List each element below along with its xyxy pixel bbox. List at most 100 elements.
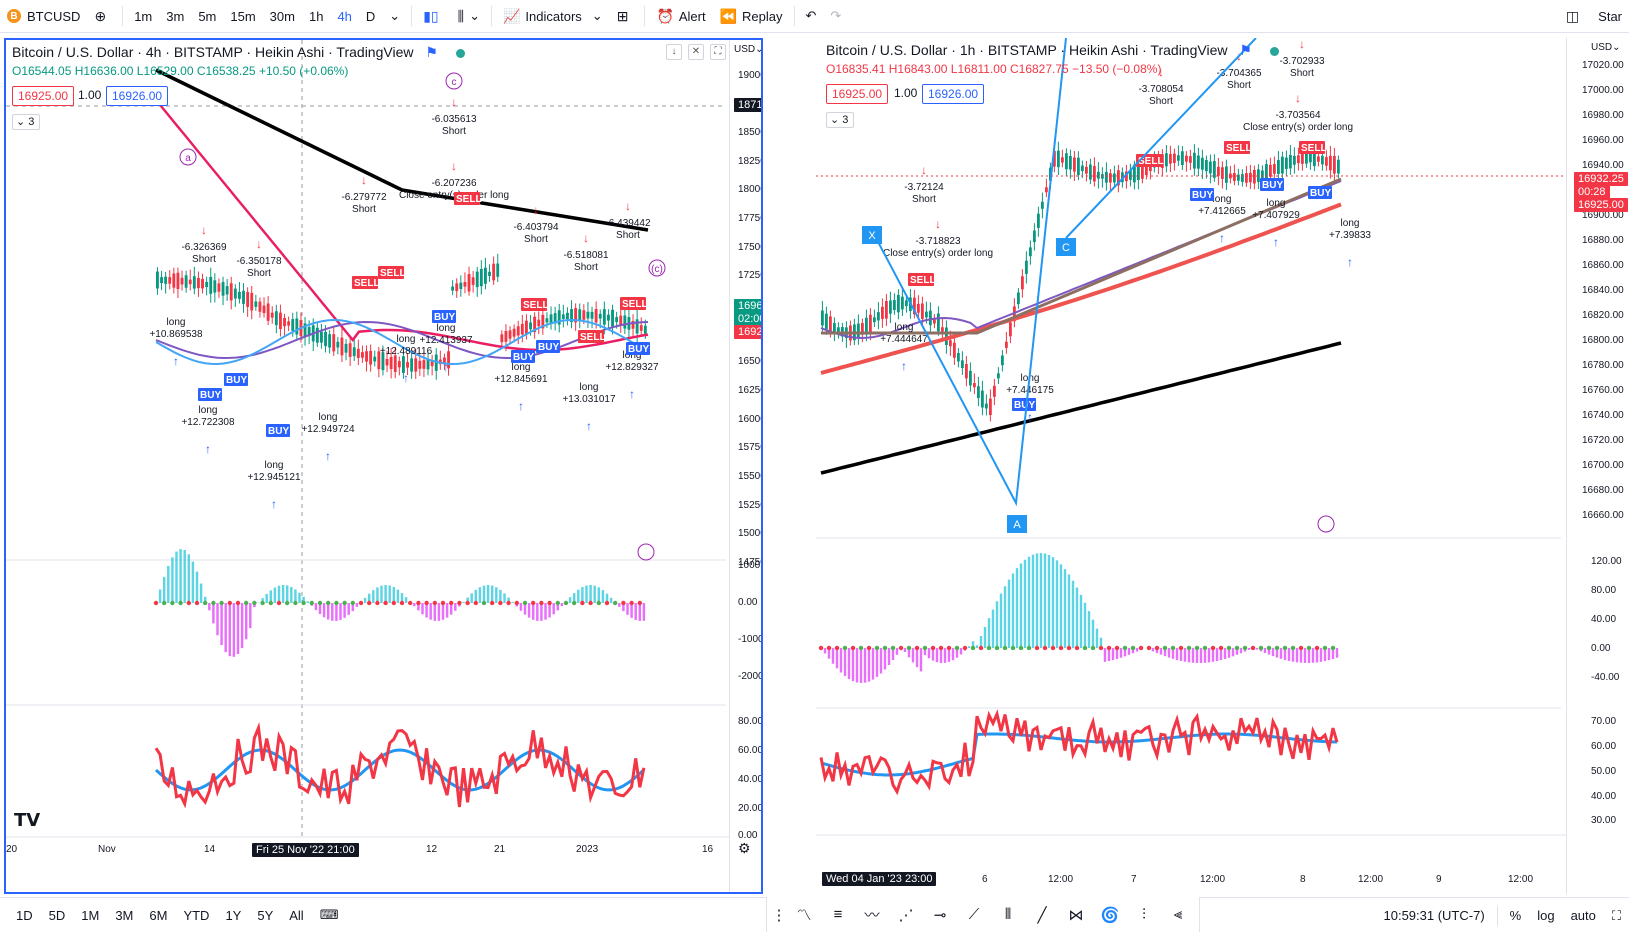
trade-profit-label: -3.72124 [904,182,944,193]
sell-price-button[interactable]: 16925.00 [12,86,75,106]
indicators-button[interactable]: 📈 Indicators ⌄ [496,0,610,33]
log-scale-toggle[interactable]: log [1537,908,1555,923]
macd-dot [1282,645,1288,651]
maximize-pane-icon[interactable]: ⛶ [710,44,726,60]
lightning-icon[interactable] [637,543,655,561]
left-price-axis[interactable] [729,40,761,892]
buy-arrow-icon: ↑ [271,497,277,511]
indicators-collapse-button[interactable]: ⌄ 3 [826,112,854,128]
trade-profit-label: -6.326369 [181,242,226,253]
sell-arrow-icon: ↓ [921,163,927,177]
long-position-icon[interactable]: ⫶ [1142,906,1146,923]
fullscreen-button[interactable]: ⛶ [1604,908,1629,924]
macd-dot [1314,645,1320,651]
moving-average-line [820,202,1342,375]
macd-dot [1258,645,1264,651]
right-currency-label[interactable]: USD⌄ [1591,42,1621,53]
abc-pattern-icon[interactable]: 〰 [864,907,880,924]
gear-icon[interactable]: ⚙ [738,840,751,856]
buy-price-button[interactable]: 16926.00 [922,84,985,104]
range-button-ytd[interactable]: YTD [183,907,210,923]
line-tool-icon[interactable]: ╱ [1037,906,1047,924]
spiral-icon[interactable]: 🌀 [1100,906,1120,924]
timeframe-15m[interactable]: 15m [230,8,256,24]
templates-button[interactable]: ⊞ [610,0,641,33]
timeframe-1m[interactable]: 1m [134,8,153,24]
pitchfork-icon[interactable]: ⋰ [898,906,914,924]
macd-dot [842,645,848,651]
pattern-point-label: X [862,226,882,244]
divider [644,6,646,26]
lightning-icon[interactable] [1317,515,1335,533]
alert-button[interactable]: ⏰ Alert [649,0,712,33]
close-pane-icon[interactable]: ✕ [688,44,704,60]
trade-profit-label: -6.279772 [341,192,386,203]
macd-dot [572,600,577,606]
xabcd-pattern-icon[interactable]: ⋈ [1068,906,1084,924]
timeframe-30m[interactable]: 30m [269,8,295,24]
time-tick-label: 2023 [576,844,599,855]
flag-icon[interactable]: ⚑ [1239,42,1252,58]
sell-arrow-icon: ↓ [935,217,941,231]
macd-dot [621,600,626,606]
start-label[interactable]: Star [1598,8,1622,24]
percent-scale-toggle[interactable]: % [1509,908,1522,923]
abcd-pattern-line [1065,38,1257,239]
timeframe-d[interactable]: D [365,8,376,24]
auto-scale-toggle[interactable]: auto [1570,908,1596,923]
fib-icon[interactable]: ⦀ [1004,906,1012,923]
timeframe-dropdown[interactable]: ⌄ [382,0,407,33]
chart-style-button[interactable]: ⫼ ⌄ [451,0,487,33]
short-position-icon[interactable]: ⫷ [1173,906,1183,923]
rsi-tick-label: 70.00 [1591,716,1617,727]
range-button-3m[interactable]: 3M [115,907,134,923]
macd-dot [962,645,968,651]
horizontal-ray-icon[interactable]: ⊸ [933,906,947,924]
trade-type-label: long [1213,194,1232,205]
timeframe-1h[interactable]: 1h [308,8,324,24]
timeframe-5m[interactable]: 5m [198,8,217,24]
trade-profit-label: +7.407929 [1252,210,1300,221]
range-button-6m[interactable]: 6M [149,907,168,923]
flag-icon[interactable]: ⚑ [425,44,438,60]
macd-dot [1098,645,1104,651]
elliott-wave-icon[interactable]: 〽 [796,907,812,924]
symbol-search-button[interactable]: B BTCUSD [0,0,87,33]
sell-price-button[interactable]: 16925.00 [826,84,889,104]
redo-button[interactable]: ↷ [823,0,848,33]
macd-dot [334,600,339,606]
macd-dot [914,645,920,651]
left-currency-label[interactable]: USD⌄ [734,44,763,55]
clock-timezone-button[interactable]: 10:59:31 (UTC-7) [1383,908,1485,923]
undo-button[interactable]: ↶ [799,0,824,33]
goto-date-button[interactable]: ⌨ [312,907,347,923]
buy-price-button[interactable]: 16926.00 [106,86,169,106]
scroll-down-icon[interactable]: ↓ [666,44,682,60]
horizontal-lines-icon[interactable]: ≡ [833,906,843,923]
range-button-1d[interactable]: 1D [16,907,33,923]
range-button-5d[interactable]: 5D [48,907,66,923]
indicators-collapse-button[interactable]: ⌄ 3 [12,114,40,130]
timeframe-4h[interactable]: 4h [337,8,352,24]
timeframe-3m[interactable]: 3m [166,8,185,24]
chart-type-button[interactable]: ▮▯ [416,0,450,33]
last-price-tag: 16932.25 [1574,172,1628,186]
compare-symbol-button[interactable]: ⊕ [87,0,118,33]
range-button-1y[interactable]: 1Y [225,907,242,923]
svg-text:A: A [1013,519,1021,531]
macd-dot [970,645,976,651]
range-button-1m[interactable]: 1M [81,907,100,923]
right-chart-pane[interactable]: -3.72124 Short ↓ -3.718823 Close entry(s) or… [816,38,1629,894]
range-button-all[interactable]: All [289,907,304,923]
range-button-5y[interactable]: 5Y [257,907,274,923]
macd-dot [432,600,437,606]
layout-button[interactable]: ◫ [1559,0,1591,33]
trend-line-icon[interactable]: ⟋ [968,906,980,923]
replay-button[interactable]: ⏪ Replay [713,0,790,33]
macd-tick-label: 120.00 [1591,556,1622,567]
drag-handle-icon[interactable]: ⋮ [771,906,787,924]
